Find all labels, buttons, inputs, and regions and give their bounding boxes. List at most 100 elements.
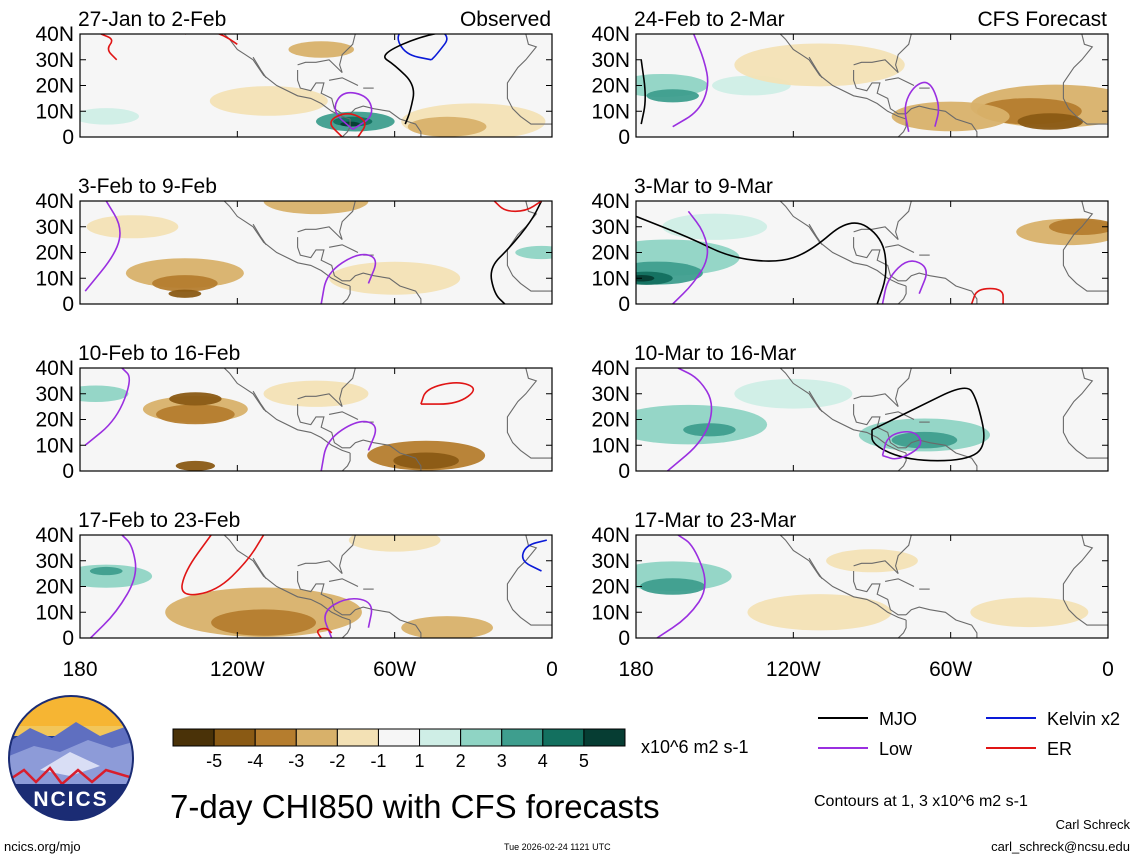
coastline: [297, 201, 356, 240]
coastline: [297, 535, 356, 574]
field-blob: [209, 86, 328, 116]
y-tick-label: 20N: [591, 75, 630, 98]
coastline: [897, 620, 907, 638]
contour-er: [181, 535, 265, 596]
panel-date-label: 24-Feb to 2-Mar: [634, 8, 785, 31]
field-blob: [639, 578, 706, 595]
coastline: [328, 578, 359, 587]
legend-label: ER: [1047, 739, 1072, 759]
colorbar-tick-label: -1: [370, 751, 386, 771]
coastline: [779, 368, 907, 454]
y-tick-label: 40N: [35, 23, 74, 46]
coastline: [884, 244, 915, 253]
contour-er: [184, 34, 238, 45]
field-blob: [636, 274, 655, 282]
y-tick-label: 40N: [35, 524, 74, 547]
panel-field: [636, 535, 1108, 638]
contour-low: [334, 91, 373, 130]
colorbar-tick-label: 2: [456, 751, 466, 771]
y-tick-label: 40N: [35, 190, 74, 213]
coastline: [328, 244, 359, 253]
panel-date-label: 10-Mar to 16-Mar: [634, 342, 796, 365]
coastline: [905, 439, 978, 471]
y-tick-label: 0: [62, 627, 74, 650]
y-tick-label: 0: [62, 126, 74, 149]
contour-mjo: [871, 387, 985, 462]
x-tick-label: 180: [62, 658, 97, 681]
contour-note: Contours at 1, 3 x10^6 m2 s-1: [814, 793, 1028, 810]
colorbar-swatch: [583, 728, 626, 747]
coastline: [297, 368, 356, 407]
coastline: [853, 237, 907, 282]
field-blob: [175, 460, 216, 471]
field-blob: [263, 380, 369, 407]
colorbar-tick-label: -3: [288, 751, 304, 771]
field-blob: [168, 289, 202, 298]
contour-kelvin: [521, 539, 547, 572]
field-blob: [683, 423, 736, 437]
field-blob: [329, 261, 461, 295]
chart-title: 7-day CHI850 with CFS forecasts: [170, 788, 660, 825]
y-tick-label: 0: [62, 460, 74, 483]
y-tick-label: 0: [618, 627, 630, 650]
y-tick-label: 40N: [591, 190, 630, 213]
field-blob: [156, 404, 235, 425]
contour-low: [656, 535, 706, 638]
coastline: [297, 571, 351, 616]
y-tick-label: 40N: [591, 357, 630, 380]
y-tick-label: 10N: [35, 100, 74, 123]
colorbar-swatch: [419, 728, 462, 747]
y-tick-label: 30N: [35, 550, 74, 573]
panel-field: [636, 368, 1108, 471]
coastline: [252, 557, 267, 580]
colorbar-swatch: [542, 728, 585, 747]
colorbar-swatch: [295, 728, 338, 747]
panel-field: [636, 201, 1108, 304]
y-tick-label: 0: [618, 126, 630, 149]
coastline: [884, 578, 915, 587]
coastline: [252, 223, 267, 246]
y-tick-label: 20N: [35, 242, 74, 265]
coastline: [223, 201, 351, 287]
coastline: [853, 535, 912, 574]
legend: MJO Kelvin x2 Low ER: [818, 709, 1120, 759]
contour-low: [84, 201, 121, 292]
contour-er: [420, 382, 475, 405]
x-tick-label: 120W: [766, 658, 821, 681]
contour-mjo: [384, 34, 438, 125]
y-tick-label: 20N: [35, 409, 74, 432]
colorbar-swatch: [501, 728, 544, 747]
colorbar-swatch: [336, 728, 379, 747]
y-tick-label: 10N: [35, 267, 74, 290]
coastline: [297, 34, 356, 73]
coastline: [808, 390, 823, 413]
colorbar: -5 -4 -3 -2 -1 1 2 3 4 5: [172, 728, 626, 771]
coastline: [223, 535, 351, 621]
coastline: [223, 368, 351, 454]
field-blob: [970, 597, 1089, 628]
y-tick-label: 30N: [35, 49, 74, 72]
footer-email: carl_schreck@ncsu.edu: [991, 839, 1130, 854]
y-tick-label: 10N: [591, 434, 630, 457]
field-blob: [891, 431, 958, 449]
panel-date-label: 3-Feb to 9-Feb: [78, 175, 217, 198]
coastline: [808, 557, 823, 580]
contour-low: [672, 34, 709, 128]
y-tick-label: 30N: [591, 49, 630, 72]
field-blob: [86, 215, 179, 239]
coastline: [506, 535, 552, 626]
colorbar-tick-label: -4: [247, 751, 263, 771]
coastline: [853, 571, 907, 616]
x-tick-label: 120W: [210, 658, 265, 681]
field-blob: [636, 404, 768, 445]
coastline: [252, 56, 267, 79]
colorbar-swatch: [254, 728, 297, 747]
contour-er: [316, 627, 333, 638]
contour-er: [330, 113, 366, 137]
x-tick-label: 180: [618, 658, 653, 681]
coastline: [1062, 535, 1108, 626]
